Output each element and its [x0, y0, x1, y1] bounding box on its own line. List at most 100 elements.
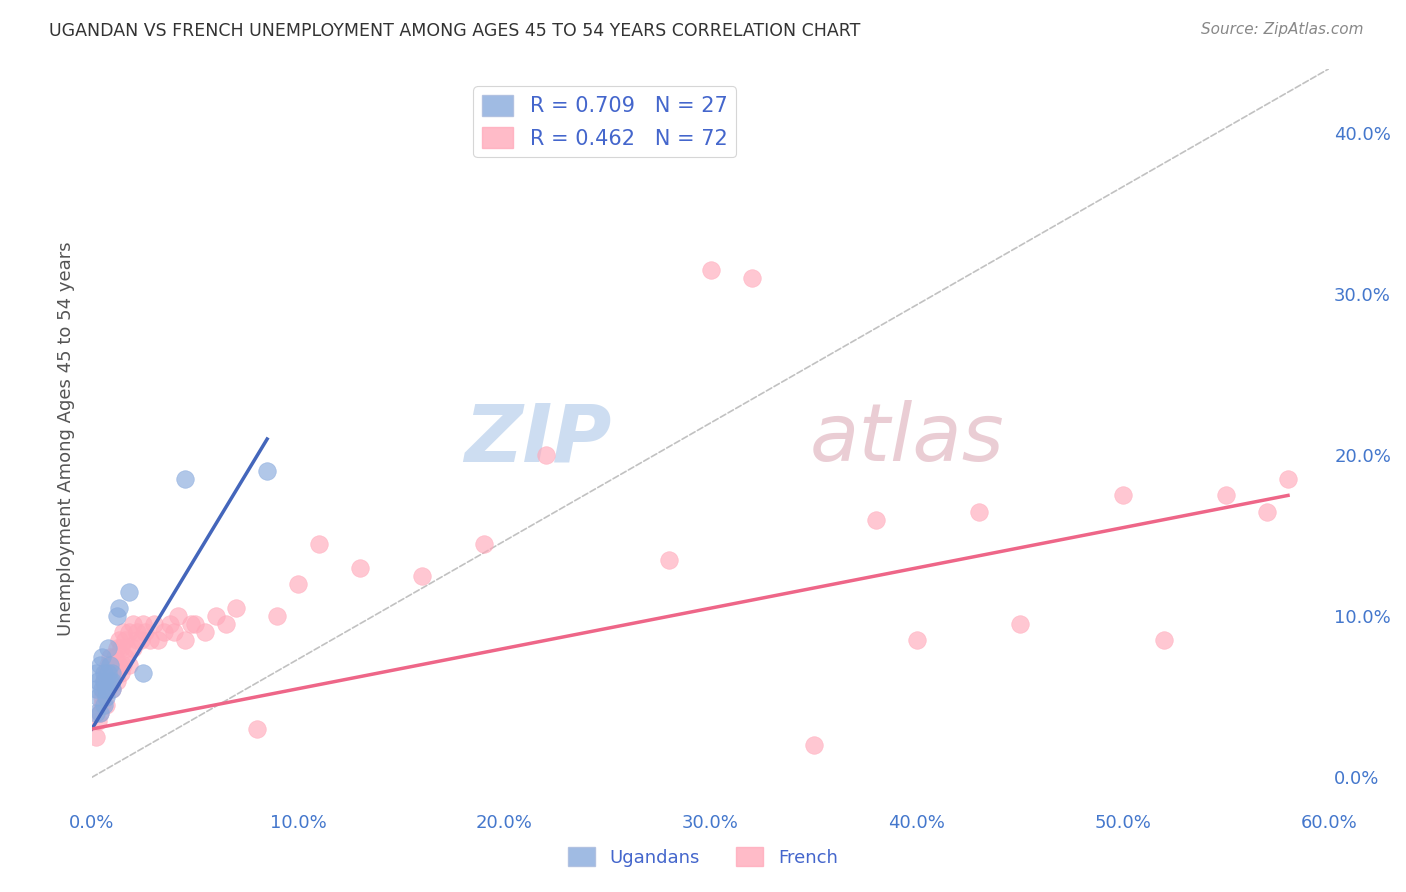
Point [84, 665, 107, 680]
Point [1277, 472, 1299, 486]
Point [173, 633, 195, 648]
Point [204, 609, 226, 624]
Point [118, 585, 141, 599]
Point [167, 609, 190, 624]
Point [146, 633, 169, 648]
Point [101, 681, 124, 696]
Point [741, 271, 763, 285]
Point [110, 665, 132, 680]
Point [97, 657, 120, 672]
Point [84, 706, 107, 720]
Point [84, 730, 107, 744]
Point [1008, 617, 1031, 632]
Point [308, 537, 330, 551]
Point [658, 553, 681, 567]
Point [153, 625, 176, 640]
Point [93, 665, 115, 680]
Point [131, 633, 153, 648]
Point [100, 649, 122, 664]
Point [97, 641, 120, 656]
Point [472, 537, 495, 551]
Point [1256, 504, 1278, 518]
Point [103, 665, 125, 680]
Point [122, 617, 145, 632]
Point [411, 569, 433, 583]
Point [100, 657, 122, 672]
Point [93, 673, 115, 688]
Point [101, 673, 124, 688]
Point [101, 665, 124, 680]
Point [91, 690, 114, 704]
Point [122, 641, 145, 656]
Point [699, 263, 721, 277]
Point [132, 617, 155, 632]
Point [87, 690, 110, 704]
Point [96, 690, 118, 704]
Point [159, 617, 181, 632]
Point [100, 673, 122, 688]
Point [87, 673, 110, 688]
Point [100, 673, 122, 688]
Point [865, 512, 887, 526]
Point [118, 625, 141, 640]
Text: atlas: atlas [810, 400, 1004, 478]
Point [93, 673, 115, 688]
Point [97, 681, 120, 696]
Point [349, 561, 371, 575]
Point [967, 504, 990, 518]
Point [97, 665, 120, 680]
Point [111, 657, 134, 672]
Point [1112, 488, 1135, 502]
Point [194, 625, 217, 640]
Point [91, 698, 114, 712]
Text: Source: ZipAtlas.com: Source: ZipAtlas.com [1201, 22, 1364, 37]
Point [115, 641, 138, 656]
Point [107, 601, 129, 615]
Point [111, 625, 134, 640]
Point [256, 464, 278, 478]
Point [114, 649, 136, 664]
Point [101, 681, 124, 696]
Point [246, 722, 269, 736]
Point [84, 681, 107, 696]
Point [803, 738, 825, 752]
Point [173, 472, 195, 486]
Point [215, 617, 238, 632]
Point [138, 633, 160, 648]
Point [118, 657, 141, 672]
Point [107, 633, 129, 648]
Point [134, 625, 156, 640]
Point [105, 609, 128, 624]
Text: ZIP: ZIP [464, 400, 612, 478]
Point [127, 625, 149, 640]
Legend: R = 0.709   N = 27, R = 0.462   N = 72: R = 0.709 N = 27, R = 0.462 N = 72 [474, 87, 735, 157]
Point [91, 681, 114, 696]
Point [110, 641, 132, 656]
Point [89, 706, 111, 720]
Y-axis label: Unemployment Among Ages 45 to 54 years: Unemployment Among Ages 45 to 54 years [58, 242, 75, 636]
Point [93, 698, 115, 712]
Point [91, 649, 114, 664]
Point [180, 617, 202, 632]
Point [127, 633, 149, 648]
Point [105, 641, 128, 656]
Point [184, 617, 207, 632]
Legend: Ugandans, French: Ugandans, French [561, 840, 845, 874]
Point [163, 625, 186, 640]
Point [89, 657, 111, 672]
Point [96, 681, 118, 696]
Point [1215, 488, 1237, 502]
Text: UGANDAN VS FRENCH UNEMPLOYMENT AMONG AGES 45 TO 54 YEARS CORRELATION CHART: UGANDAN VS FRENCH UNEMPLOYMENT AMONG AGE… [49, 22, 860, 40]
Point [105, 673, 128, 688]
Point [114, 633, 136, 648]
Point [266, 609, 288, 624]
Point [96, 698, 118, 712]
Point [101, 657, 124, 672]
Point [103, 649, 125, 664]
Point [107, 657, 129, 672]
Point [89, 706, 111, 720]
Point [287, 577, 309, 591]
Point [96, 665, 118, 680]
Point [1153, 633, 1175, 648]
Point [534, 448, 557, 462]
